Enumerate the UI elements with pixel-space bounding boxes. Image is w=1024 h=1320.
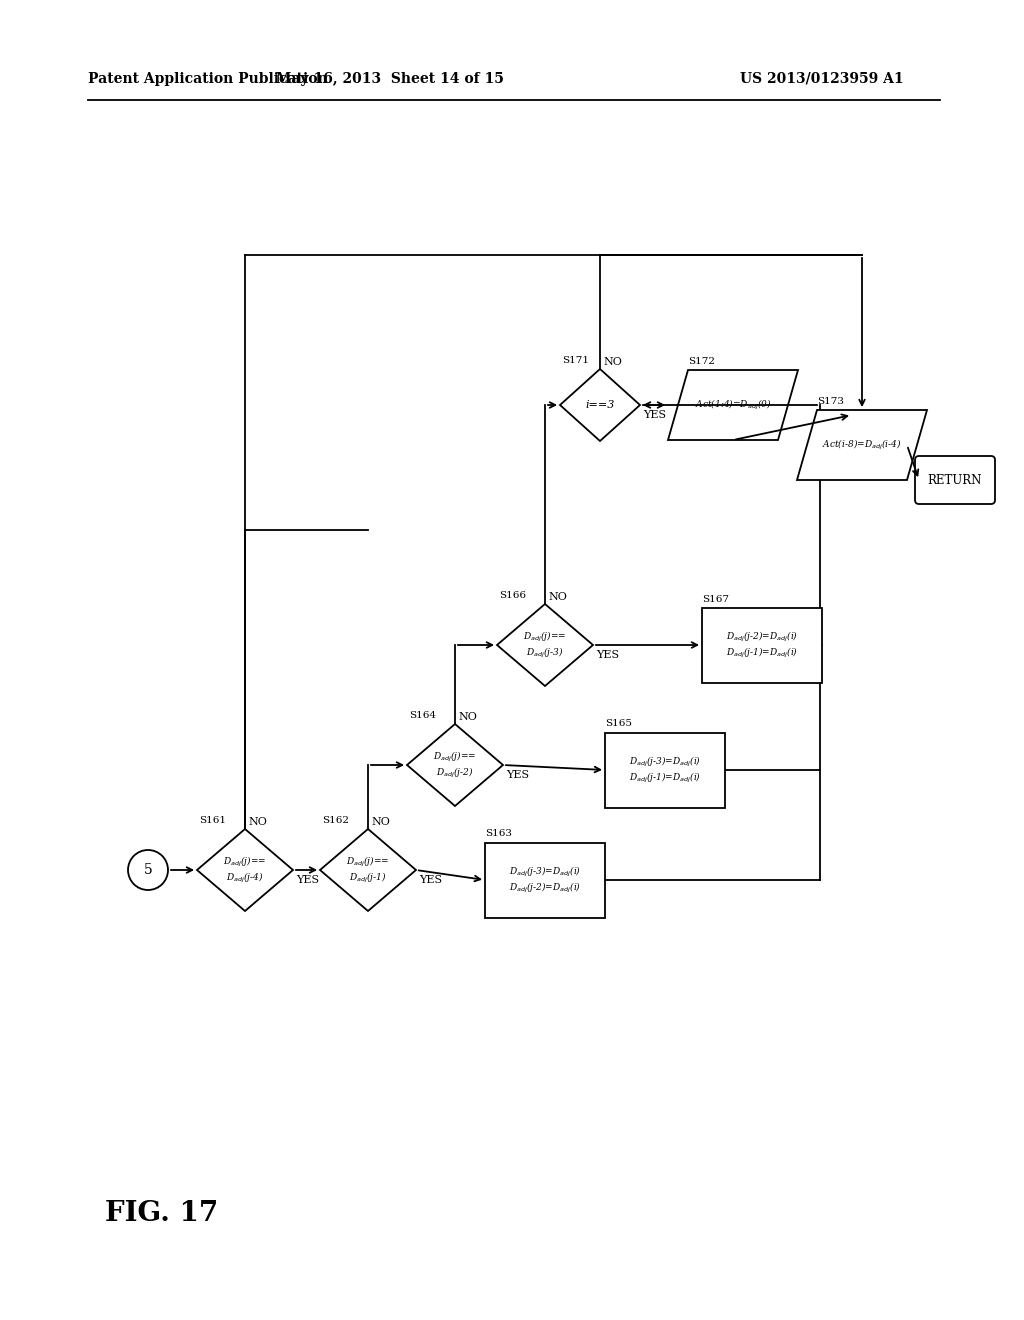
Text: RETURN: RETURN bbox=[928, 474, 982, 487]
Text: NO: NO bbox=[371, 817, 390, 828]
Polygon shape bbox=[605, 733, 725, 808]
Polygon shape bbox=[560, 370, 640, 441]
Polygon shape bbox=[497, 605, 593, 686]
Polygon shape bbox=[485, 842, 605, 917]
Text: FIG. 17: FIG. 17 bbox=[105, 1200, 218, 1228]
Text: NO: NO bbox=[603, 356, 622, 367]
Text: S161: S161 bbox=[199, 816, 226, 825]
Text: S166: S166 bbox=[499, 591, 526, 601]
Text: S172: S172 bbox=[688, 356, 715, 366]
Polygon shape bbox=[197, 829, 293, 911]
Text: i==3: i==3 bbox=[586, 400, 614, 411]
Text: S167: S167 bbox=[702, 594, 729, 603]
Polygon shape bbox=[407, 723, 503, 807]
Circle shape bbox=[128, 850, 168, 890]
Text: S173: S173 bbox=[817, 397, 844, 407]
Text: NO: NO bbox=[248, 817, 267, 828]
Text: May 16, 2013  Sheet 14 of 15: May 16, 2013 Sheet 14 of 15 bbox=[276, 73, 504, 86]
Polygon shape bbox=[702, 607, 822, 682]
Text: D$_{adj}$(j)==
D$_{adj}$(j-2): D$_{adj}$(j)== D$_{adj}$(j-2) bbox=[433, 750, 476, 780]
FancyBboxPatch shape bbox=[915, 455, 995, 504]
Text: YES: YES bbox=[506, 770, 529, 780]
Text: US 2013/0123959 A1: US 2013/0123959 A1 bbox=[740, 73, 903, 86]
Polygon shape bbox=[319, 829, 416, 911]
Text: Patent Application Publication: Patent Application Publication bbox=[88, 73, 328, 86]
Text: S163: S163 bbox=[485, 829, 512, 838]
Text: YES: YES bbox=[643, 411, 667, 420]
Text: YES: YES bbox=[296, 875, 319, 884]
Text: D$_{adj}$(j-2)=D$_{adj}$(i)
D$_{adj}$(j-1)=D$_{adj}$(i): D$_{adj}$(j-2)=D$_{adj}$(i) D$_{adj}$(j-… bbox=[726, 630, 798, 660]
Text: S162: S162 bbox=[322, 816, 349, 825]
Text: S165: S165 bbox=[605, 719, 632, 729]
Text: 5: 5 bbox=[143, 863, 153, 876]
Text: NO: NO bbox=[548, 591, 567, 602]
Text: D$_{adj}$(j-3)=D$_{adj}$(i)
D$_{adj}$(j-2)=D$_{adj}$(i): D$_{adj}$(j-3)=D$_{adj}$(i) D$_{adj}$(j-… bbox=[509, 865, 581, 895]
Text: YES: YES bbox=[419, 875, 442, 884]
Text: D$_{adj}$(j)==
D$_{adj}$(j-1): D$_{adj}$(j)== D$_{adj}$(j-1) bbox=[346, 855, 389, 884]
Polygon shape bbox=[797, 411, 927, 480]
Text: YES: YES bbox=[596, 649, 620, 660]
Text: S171: S171 bbox=[562, 356, 589, 366]
Text: S164: S164 bbox=[409, 711, 436, 719]
Text: NO: NO bbox=[458, 711, 477, 722]
Text: Act(1:4)=D$_{adj}$(0): Act(1:4)=D$_{adj}$(0) bbox=[695, 397, 771, 412]
Text: D$_{adj}$(j)==
D$_{adj}$(j-3): D$_{adj}$(j)== D$_{adj}$(j-3) bbox=[523, 630, 566, 660]
Polygon shape bbox=[668, 370, 798, 440]
Text: D$_{adj}$(j-3)=D$_{adj}$(i)
D$_{adj}$(j-1)=D$_{adj}$(i): D$_{adj}$(j-3)=D$_{adj}$(i) D$_{adj}$(j-… bbox=[629, 755, 701, 785]
Text: Act(i-8)=D$_{adj}$(i-4): Act(i-8)=D$_{adj}$(i-4) bbox=[822, 438, 902, 451]
Text: D$_{adj}$(j)==
D$_{adj}$(j-4): D$_{adj}$(j)== D$_{adj}$(j-4) bbox=[223, 855, 266, 884]
